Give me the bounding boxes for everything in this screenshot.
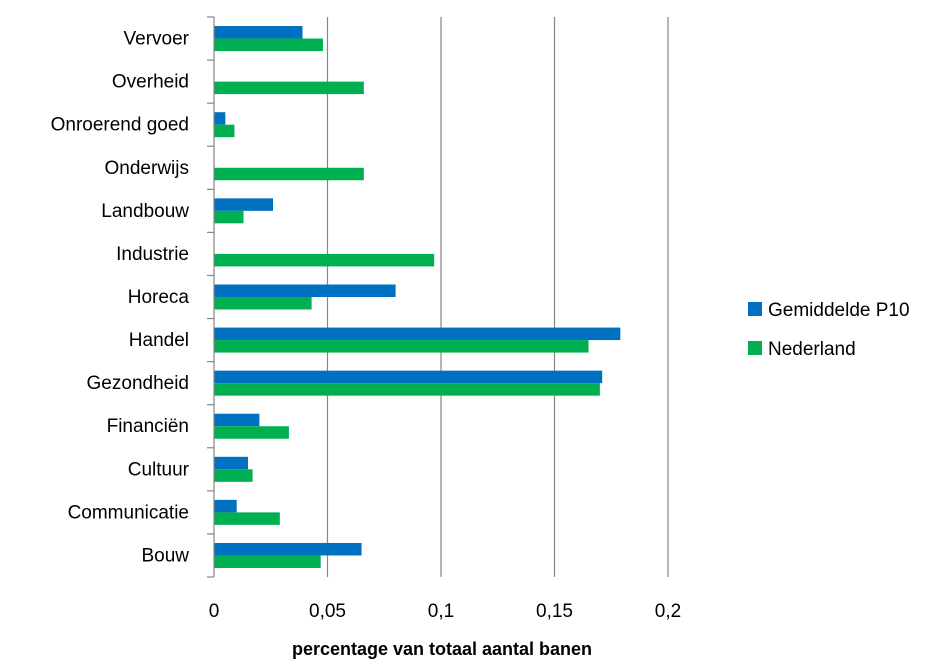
bar-gemiddelde-p10-4 [214, 198, 274, 211]
x-tick-labels: 0 0,05 0,1 0,15 0,2 [209, 601, 682, 622]
bar-nederland-2 [214, 124, 235, 138]
category-label: Financiën [107, 416, 189, 437]
bar-nederland-12 [214, 555, 321, 568]
legend-swatch-1 [748, 341, 762, 355]
bar-gemiddelde-p10-8 [214, 370, 603, 384]
category-label: Gezondheid [87, 373, 189, 394]
x-tick-label: 0,1 [428, 601, 454, 622]
bar-nederland-4 [214, 210, 244, 224]
x-tick-label: 0,2 [655, 601, 681, 622]
category-labels: Vervoer Overheid Onroerend goed Onderwijs La… [51, 29, 190, 567]
x-tick-label: 0,05 [309, 601, 346, 622]
bar-gemiddelde-p10-11 [214, 499, 237, 513]
category-label: Horeca [128, 287, 190, 308]
bar-gemiddelde-p10-6 [214, 284, 396, 297]
bars [214, 26, 621, 568]
legend: Gemiddelde P10 Nederland [748, 300, 910, 360]
bar-gemiddelde-p10-12 [214, 542, 362, 556]
legend-label-1: Nederland [768, 339, 856, 360]
legend-label-0: Gemiddelde P10 [768, 300, 910, 321]
axes [207, 16, 215, 578]
bar-gemiddelde-p10-7 [214, 327, 621, 341]
bar-nederland-11 [214, 512, 280, 525]
bar-nederland-3 [214, 167, 364, 181]
bar-nederland-6 [214, 297, 312, 310]
x-tick-label: 0 [209, 601, 220, 622]
bar-nederland-9 [214, 426, 289, 439]
category-label: Cultuur [128, 459, 190, 480]
category-label: Handel [129, 330, 189, 351]
category-label: Communicatie [68, 502, 189, 523]
bar-nederland-7 [214, 340, 589, 353]
category-label: Vervoer [124, 29, 190, 50]
bar-nederland-1 [214, 81, 364, 95]
legend-swatch-0 [748, 302, 762, 316]
category-label: Onroerend goed [51, 115, 189, 136]
x-axis-title: percentage van totaal aantal banen [292, 639, 592, 659]
bar-gemiddelde-p10-0 [214, 26, 303, 39]
bar-gemiddelde-p10-9 [214, 413, 260, 427]
bar-nederland-5 [214, 253, 435, 267]
bar-nederland-8 [214, 383, 600, 396]
bar-gemiddelde-p10-2 [214, 112, 226, 125]
x-tick-label: 0,15 [536, 601, 573, 622]
category-label: Bouw [141, 545, 189, 566]
bar-nederland-10 [214, 469, 253, 482]
category-label: Overheid [112, 72, 189, 93]
bar-nederland-0 [214, 38, 323, 52]
category-label: Industrie [116, 244, 189, 265]
category-label: Onderwijs [105, 158, 189, 179]
bar-gemiddelde-p10-10 [214, 456, 249, 470]
category-label: Landbouw [101, 201, 189, 222]
